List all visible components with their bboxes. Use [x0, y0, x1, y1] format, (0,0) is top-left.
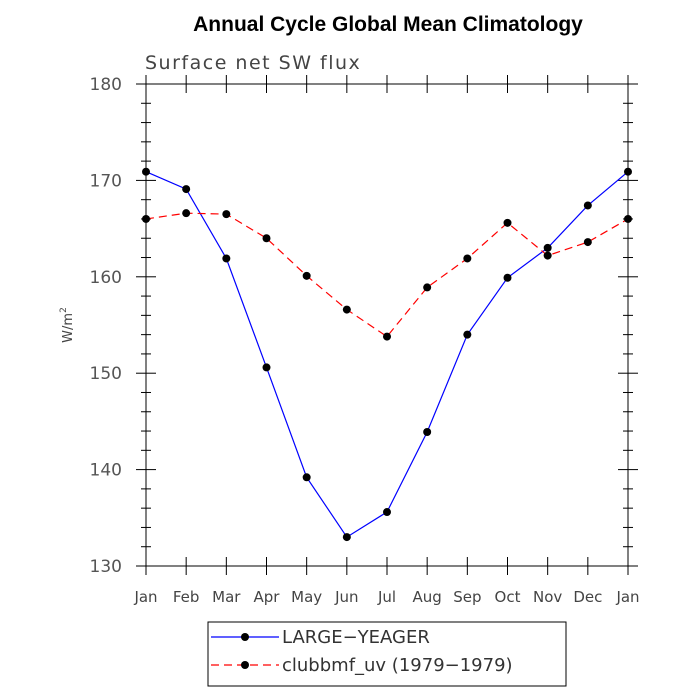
data-point: [503, 218, 512, 227]
data-point: [423, 283, 432, 292]
data-point: [423, 428, 432, 437]
x-tick-label: Dec: [573, 588, 602, 606]
legend-swatch-marker: [241, 661, 249, 669]
x-tick-label: Nov: [533, 588, 562, 606]
data-point: [583, 201, 592, 210]
series-line: [145, 212, 629, 338]
data-point: [262, 363, 271, 372]
chart-subtitle: Surface net SW flux: [145, 52, 361, 74]
x-tick-label: Sep: [453, 588, 481, 606]
x-tick-label: Aug: [413, 588, 442, 606]
x-tick-label: Oct: [495, 588, 521, 606]
data-point: [503, 273, 512, 282]
data-point: [463, 330, 472, 339]
y-tick-label: 180: [90, 75, 122, 95]
y-tick-label: 130: [90, 557, 122, 577]
y-tick-label: 160: [90, 268, 122, 288]
legend-item-1: LARGE−YEAGER: [211, 627, 430, 648]
data-point: [624, 214, 632, 223]
y-tick-label: 140: [90, 461, 122, 481]
legend-box: [207, 621, 567, 687]
data-point: [342, 533, 351, 542]
data-point: [383, 332, 391, 341]
chart-title: Annual Cycle Global Mean Climatology: [193, 13, 583, 36]
data-point: [222, 210, 231, 219]
legend-label: clubbmf_uv (1979−1979): [282, 655, 513, 676]
y-axis-label: W/m2: [59, 307, 76, 343]
data-point: [302, 473, 311, 482]
x-tick-label: Jul: [377, 588, 396, 606]
data-point: [182, 209, 191, 218]
data-point: [342, 305, 351, 314]
legend: LARGE−YEAGER clubbmf_uv (1979−1979): [207, 621, 567, 687]
data-point: [142, 167, 150, 176]
x-tick-label: Jan: [615, 588, 639, 606]
data-point: [543, 251, 552, 260]
data-point: [142, 214, 150, 223]
data-point: [182, 185, 191, 194]
x-tick-label: Feb: [173, 588, 200, 606]
y-tick-label: 170: [90, 171, 122, 191]
x-tick-label: Mar: [212, 588, 241, 606]
x-tick-label: Apr: [254, 588, 281, 606]
data-point: [222, 254, 231, 263]
data-point: [543, 243, 552, 252]
y-axis: 130 140 150 160 170 180: [90, 75, 638, 577]
data-point: [302, 271, 311, 280]
x-tick-label: Jan: [133, 588, 157, 606]
plot-border: [145, 83, 629, 567]
legend-item-2: clubbmf_uv (1979−1979): [211, 655, 513, 676]
y-tick-label: 150: [90, 364, 122, 384]
data-point: [383, 508, 391, 517]
data-point: [583, 238, 592, 247]
x-tick-label: Jun: [334, 588, 358, 606]
series-1: [142, 167, 632, 542]
data-point: [624, 167, 632, 176]
x-axis: Jan Feb Mar Apr May Jun Jul Aug Sep Oct Nov Dec Jan: [133, 75, 640, 606]
legend-swatch-marker: [241, 633, 249, 641]
series-2: [142, 209, 632, 341]
series-group: [142, 167, 632, 542]
x-tick-label: May: [291, 588, 322, 606]
legend-label: LARGE−YEAGER: [282, 627, 430, 648]
plot-frame: [145, 83, 629, 567]
data-point: [262, 234, 271, 243]
data-point: [463, 254, 472, 263]
series-line: [145, 171, 629, 538]
